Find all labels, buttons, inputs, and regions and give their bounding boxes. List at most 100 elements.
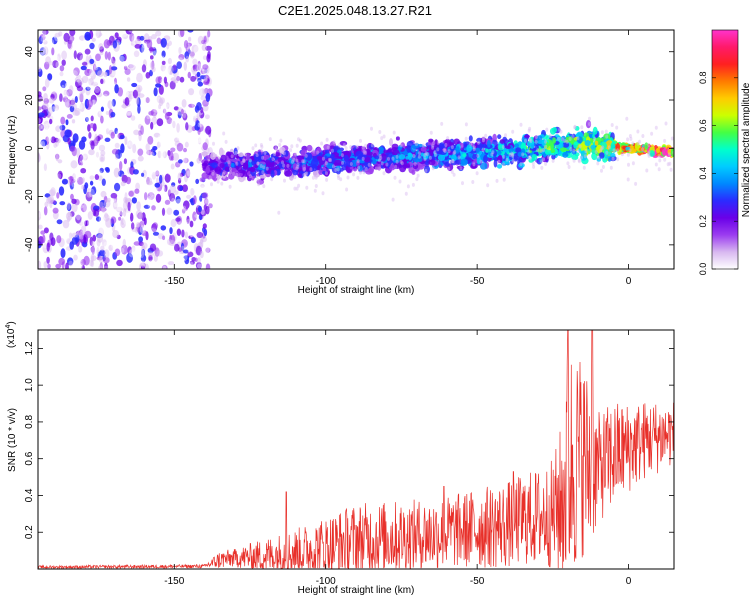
heatmap-cell [127, 201, 131, 212]
heatmap-cell [511, 153, 514, 158]
heatmap-cell [548, 134, 552, 138]
heatmap-cell [39, 189, 46, 196]
heatmap-cell [592, 126, 598, 135]
heatmap-cell [339, 177, 343, 182]
heatmap-cell [70, 62, 75, 68]
heatmap-cell [171, 139, 178, 144]
heatmap-cell [130, 95, 135, 105]
heatmap-cell [544, 139, 548, 144]
heatmap-cell [197, 205, 202, 213]
heatmap-cell [96, 247, 100, 255]
heatmap-cell [593, 137, 596, 141]
heatmap-cell [38, 154, 41, 163]
heatmap-cell [580, 155, 583, 160]
heatmap-cell [195, 187, 201, 196]
heatmap-cell [116, 130, 120, 141]
heatmap-cell [189, 161, 194, 167]
heatmap-cell [127, 261, 132, 269]
heatmap-cell [259, 143, 263, 147]
heatmap-cell [140, 125, 144, 135]
heatmap-cell [223, 170, 226, 175]
heatmap-cell [41, 123, 48, 131]
heatmap-cell [197, 77, 202, 83]
heatmap-cell [462, 153, 467, 158]
heatmap-cell [166, 207, 173, 215]
heatmap-cell [178, 47, 182, 55]
heatmap-cell [114, 142, 120, 149]
heatmap-cell [103, 71, 108, 78]
heatmap-cell [636, 129, 640, 134]
colorbar-label: Normalized spectral amplitude [741, 82, 750, 217]
heatmap-cell [432, 140, 436, 145]
heatmap-cell [116, 39, 121, 47]
heatmap-cell [565, 139, 569, 144]
heatmap-cell [129, 32, 135, 42]
heatmap-cell [452, 151, 456, 156]
heatmap-cell [194, 257, 198, 262]
heatmap-cell [65, 212, 73, 221]
heatmap-cell [70, 98, 75, 108]
heatmap-cell [389, 138, 393, 147]
heatmap-cell [466, 144, 473, 152]
heatmap-cell [198, 137, 202, 145]
heatmap-cell [529, 139, 533, 144]
heatmap-cell [361, 156, 365, 161]
heatmap-cell [220, 154, 227, 163]
heatmap-cell [182, 249, 189, 254]
heatmap-cell [162, 108, 167, 114]
heatmap-cell [186, 263, 193, 269]
heatmap-cell [150, 200, 155, 206]
heatmap-cell [191, 44, 199, 53]
heatmap-cell [169, 80, 176, 90]
x-tick-label: -100 [316, 576, 336, 587]
heatmap-cell [334, 168, 338, 172]
heatmap-cell [149, 187, 155, 197]
heatmap-cell [130, 247, 137, 256]
heatmap-cell [110, 216, 117, 224]
heatmap-cell [124, 97, 130, 106]
heatmap-cell [71, 232, 78, 238]
heatmap-cell [55, 61, 60, 69]
y-tick-label: -40 [24, 237, 35, 252]
heatmap-cell [497, 144, 505, 151]
heatmap-cell [377, 146, 385, 155]
heatmap-cell [66, 202, 71, 210]
snr-y-scale-exponent: 4 [5, 325, 12, 329]
heatmap-cell [38, 224, 43, 230]
heatmap-cell [670, 147, 674, 154]
heatmap-cell [568, 137, 572, 141]
heatmap-cell [87, 211, 93, 219]
heatmap-cell [230, 154, 234, 159]
heatmap-cell [571, 134, 575, 139]
heatmap-cell [331, 148, 334, 153]
heatmap-cell [631, 141, 635, 146]
heatmap-cell [193, 183, 198, 188]
heatmap-cell [578, 144, 582, 149]
heatmap-cell [250, 166, 256, 173]
heatmap-cell [583, 154, 587, 159]
heatmap-cell [38, 260, 42, 269]
heatmap-cell [97, 110, 103, 118]
heatmap-cell [470, 164, 477, 169]
heatmap-cell [205, 166, 210, 174]
heatmap-cell [541, 148, 545, 153]
heatmap-cell [283, 178, 286, 183]
heatmap-cell [49, 177, 56, 187]
heatmap-cell [150, 195, 157, 205]
heatmap-cell [112, 60, 116, 67]
heatmap-cell [119, 161, 123, 171]
heatmap-cell [63, 231, 70, 241]
heatmap-cell [124, 136, 128, 146]
heatmap-cell [201, 151, 209, 156]
heatmap-cell [410, 144, 416, 153]
heatmap-cell [99, 249, 106, 257]
heatmap-cell [220, 181, 224, 186]
heatmap-cell [141, 44, 147, 55]
heatmap-cell [391, 197, 395, 202]
heatmap-cell [292, 163, 298, 171]
heatmap-cell [511, 129, 515, 134]
heatmap-cell [200, 185, 205, 193]
heatmap-cell [461, 181, 464, 186]
heatmap-cell [416, 156, 423, 163]
heatmap-cell [571, 154, 579, 161]
